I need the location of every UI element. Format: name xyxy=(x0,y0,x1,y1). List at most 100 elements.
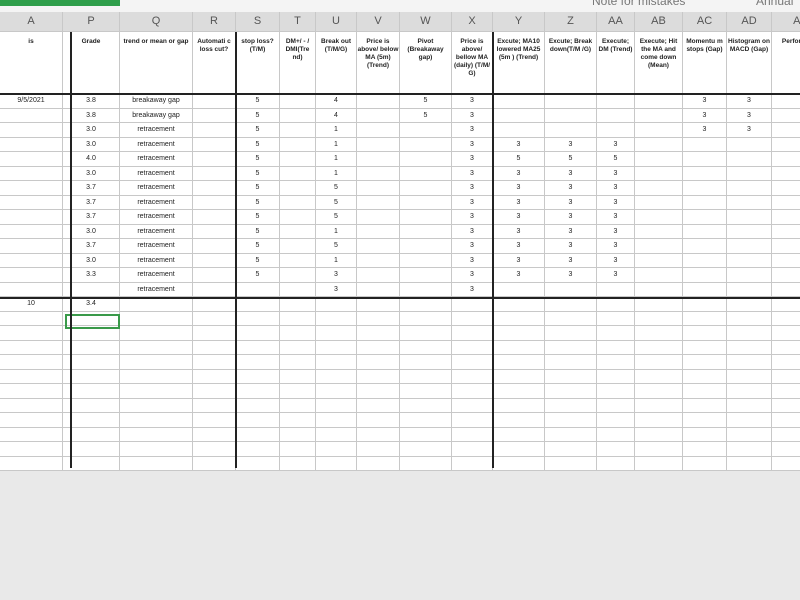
cell[interactable] xyxy=(120,369,193,384)
cell[interactable]: retracement xyxy=(120,282,193,297)
cell[interactable] xyxy=(236,355,280,370)
cell[interactable] xyxy=(452,355,493,370)
cell[interactable] xyxy=(545,413,597,428)
column-header[interactable]: trend or mean or gap xyxy=(120,32,193,94)
cell[interactable] xyxy=(193,326,236,341)
cell[interactable] xyxy=(357,442,400,457)
cell[interactable]: 5 xyxy=(236,152,280,167)
cell[interactable]: 5 xyxy=(597,152,635,167)
column-letter[interactable]: AE xyxy=(772,12,800,32)
cell[interactable]: 3.0 xyxy=(63,123,120,138)
cell[interactable] xyxy=(0,398,63,413)
cell[interactable] xyxy=(193,123,236,138)
column-letter[interactable]: P xyxy=(63,12,120,32)
cell[interactable] xyxy=(635,427,683,442)
cell[interactable]: 3 xyxy=(452,152,493,167)
cell[interactable]: 3.0 xyxy=(63,166,120,181)
cell[interactable]: 5 xyxy=(316,195,357,210)
cell[interactable] xyxy=(545,384,597,399)
cell[interactable] xyxy=(772,369,800,384)
cell[interactable] xyxy=(0,181,63,196)
cell[interactable] xyxy=(193,340,236,355)
cell[interactable] xyxy=(357,210,400,225)
cell[interactable] xyxy=(280,108,316,123)
cell[interactable] xyxy=(772,340,800,355)
cell[interactable] xyxy=(683,413,727,428)
cell[interactable] xyxy=(280,427,316,442)
cell[interactable] xyxy=(683,456,727,471)
cell[interactable] xyxy=(727,340,772,355)
cell[interactable] xyxy=(0,152,63,167)
cell[interactable] xyxy=(683,369,727,384)
cell[interactable] xyxy=(683,326,727,341)
cell[interactable] xyxy=(493,108,545,123)
cell[interactable] xyxy=(400,355,452,370)
cell[interactable] xyxy=(545,355,597,370)
cell[interactable] xyxy=(280,340,316,355)
cell[interactable] xyxy=(772,398,800,413)
cell[interactable] xyxy=(545,398,597,413)
cell[interactable]: 3 xyxy=(545,239,597,254)
cell[interactable]: 3 xyxy=(493,195,545,210)
cell[interactable] xyxy=(357,253,400,268)
cell[interactable]: 3 xyxy=(452,195,493,210)
cell[interactable] xyxy=(772,384,800,399)
cell[interactable]: 3 xyxy=(493,224,545,239)
cell[interactable] xyxy=(683,384,727,399)
cell[interactable] xyxy=(597,94,635,109)
cell[interactable]: 3 xyxy=(545,268,597,283)
cell[interactable]: 3 xyxy=(452,268,493,283)
cell[interactable] xyxy=(772,282,800,297)
cell[interactable]: 3 xyxy=(683,108,727,123)
cell[interactable] xyxy=(772,152,800,167)
cell[interactable] xyxy=(727,311,772,326)
cell[interactable] xyxy=(683,311,727,326)
cell[interactable] xyxy=(597,326,635,341)
cell[interactable]: 3 xyxy=(545,137,597,152)
cell[interactable] xyxy=(727,282,772,297)
cell[interactable]: 3.7 xyxy=(63,239,120,254)
cell[interactable] xyxy=(597,108,635,123)
cell[interactable] xyxy=(63,398,120,413)
cell[interactable] xyxy=(316,326,357,341)
cell[interactable]: 3 xyxy=(727,123,772,138)
cell[interactable] xyxy=(545,326,597,341)
cell[interactable] xyxy=(635,108,683,123)
cell[interactable]: 3 xyxy=(452,123,493,138)
cell[interactable]: 5 xyxy=(236,210,280,225)
cell[interactable] xyxy=(683,137,727,152)
cell[interactable] xyxy=(357,427,400,442)
cell[interactable]: 3 xyxy=(452,239,493,254)
column-letter[interactable]: AC xyxy=(683,12,727,32)
cell[interactable] xyxy=(772,456,800,471)
cell[interactable] xyxy=(193,181,236,196)
cell[interactable]: 3.7 xyxy=(63,195,120,210)
cell[interactable] xyxy=(193,253,236,268)
column-letter[interactable]: W xyxy=(400,12,452,32)
cell[interactable] xyxy=(493,94,545,109)
cell[interactable] xyxy=(357,384,400,399)
cell[interactable] xyxy=(280,239,316,254)
cell[interactable]: retracement xyxy=(120,210,193,225)
cell[interactable] xyxy=(193,239,236,254)
cell[interactable] xyxy=(452,427,493,442)
cell[interactable] xyxy=(120,427,193,442)
cell[interactable] xyxy=(727,355,772,370)
cell[interactable] xyxy=(193,268,236,283)
cell[interactable] xyxy=(683,355,727,370)
column-letter[interactable]: R xyxy=(193,12,236,32)
cell[interactable]: 1 xyxy=(316,152,357,167)
cell[interactable] xyxy=(772,268,800,283)
cell[interactable] xyxy=(727,413,772,428)
cell[interactable] xyxy=(727,224,772,239)
cell[interactable] xyxy=(280,442,316,457)
cell[interactable]: 3 xyxy=(545,181,597,196)
cell[interactable] xyxy=(400,369,452,384)
cell[interactable] xyxy=(193,137,236,152)
cell[interactable] xyxy=(400,311,452,326)
cell[interactable] xyxy=(0,253,63,268)
cell[interactable]: 3 xyxy=(452,224,493,239)
cell[interactable] xyxy=(635,239,683,254)
cell[interactable] xyxy=(357,398,400,413)
cell[interactable] xyxy=(597,456,635,471)
